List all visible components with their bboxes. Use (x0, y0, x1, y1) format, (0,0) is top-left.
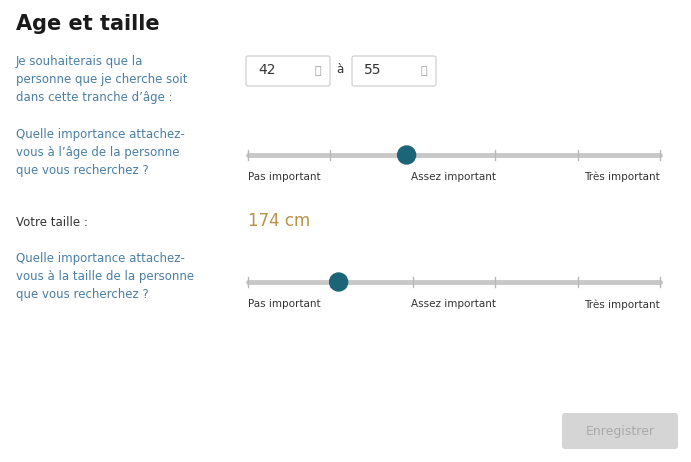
Text: Pas important: Pas important (248, 299, 321, 309)
Text: 174 cm: 174 cm (248, 212, 310, 230)
Text: Quelle importance attachez-
vous à l’âge de la personne
que vous recherchez ?: Quelle importance attachez- vous à l’âge… (16, 128, 185, 177)
Text: Enregistrer: Enregistrer (585, 425, 654, 438)
Text: 42: 42 (258, 63, 276, 77)
Text: Assez important: Assez important (412, 299, 497, 309)
Text: Assez important: Assez important (412, 172, 497, 182)
Text: Quelle importance attachez-
vous à la taille de la personne
que vous recherchez : Quelle importance attachez- vous à la ta… (16, 252, 194, 301)
Text: 55: 55 (364, 63, 381, 77)
Text: Très important: Très important (585, 299, 660, 310)
Text: Age et taille: Age et taille (16, 14, 160, 34)
Text: ⌵: ⌵ (314, 66, 321, 76)
Text: Votre taille :: Votre taille : (16, 216, 88, 229)
Circle shape (397, 146, 415, 164)
FancyBboxPatch shape (352, 56, 436, 86)
Text: à: à (336, 63, 343, 76)
Text: Je souhaiterais que la
personne que je cherche soit
dans cette tranche d’âge :: Je souhaiterais que la personne que je c… (16, 55, 187, 104)
Text: ⌵: ⌵ (421, 66, 427, 76)
Text: Pas important: Pas important (248, 172, 321, 182)
FancyBboxPatch shape (246, 56, 330, 86)
Text: Très important: Très important (585, 172, 660, 182)
FancyBboxPatch shape (562, 413, 678, 449)
Circle shape (330, 273, 348, 291)
